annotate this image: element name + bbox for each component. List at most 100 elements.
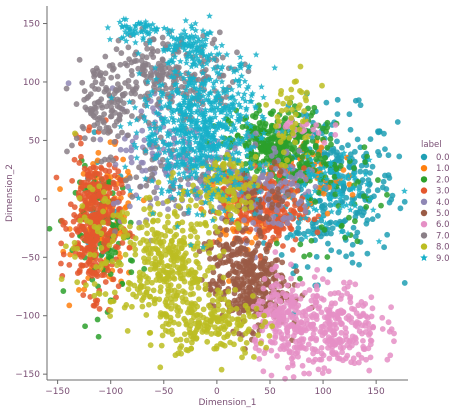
data-point	[365, 320, 372, 327]
data-point	[327, 336, 334, 343]
data-point	[246, 261, 252, 268]
data-point	[78, 153, 84, 160]
data-point	[236, 330, 242, 337]
data-point	[318, 350, 325, 357]
data-point	[291, 78, 298, 85]
data-point	[157, 313, 164, 320]
data-point	[117, 112, 123, 119]
data-point	[130, 291, 137, 298]
data-point	[245, 193, 252, 200]
data-point	[293, 268, 300, 275]
data-point	[252, 153, 259, 160]
data-point	[338, 321, 344, 328]
data-point	[126, 244, 133, 251]
data-point	[151, 189, 158, 196]
data-point	[379, 326, 386, 332]
data-point	[155, 200, 161, 207]
data-point	[194, 234, 201, 241]
data-point	[63, 85, 70, 92]
y-tick-label: 150	[23, 20, 40, 30]
data-point	[301, 370, 308, 377]
data-point	[180, 27, 188, 34]
data-point	[345, 313, 352, 319]
data-point	[298, 159, 305, 166]
data-point	[320, 159, 327, 166]
data-point	[143, 182, 150, 189]
data-point	[137, 274, 144, 281]
data-point	[103, 174, 109, 181]
data-point	[302, 208, 309, 215]
data-point	[279, 343, 286, 350]
data-point	[101, 226, 108, 233]
data-point	[220, 307, 227, 314]
data-point	[111, 138, 118, 145]
data-point	[267, 338, 274, 345]
data-point	[278, 180, 284, 187]
data-point	[105, 178, 112, 185]
data-point	[258, 340, 264, 347]
data-point	[138, 108, 145, 115]
data-point	[268, 372, 275, 379]
data-point	[106, 190, 113, 197]
data-point	[333, 337, 340, 344]
data-point	[357, 102, 364, 109]
data-point	[369, 163, 376, 170]
data-point	[261, 266, 268, 273]
data-point	[128, 154, 135, 161]
data-point	[90, 230, 96, 236]
data-point	[72, 130, 78, 137]
data-point	[137, 183, 143, 190]
data-point	[384, 191, 390, 198]
data-point	[365, 345, 372, 352]
data-point	[351, 158, 358, 165]
data-point	[164, 198, 171, 205]
data-point	[379, 184, 386, 191]
data-point	[352, 218, 358, 225]
data-point	[308, 237, 315, 244]
data-point	[269, 188, 276, 195]
data-point	[115, 168, 122, 175]
data-point	[73, 135, 80, 142]
data-point	[90, 136, 97, 143]
data-point	[346, 181, 353, 188]
data-point	[341, 279, 347, 286]
data-point	[366, 367, 373, 374]
data-point	[216, 253, 223, 259]
data-point	[316, 304, 323, 310]
data-point	[299, 313, 306, 319]
data-point	[131, 241, 137, 248]
data-point	[66, 261, 73, 268]
data-point	[283, 144, 289, 150]
data-point	[132, 246, 139, 253]
data-point	[115, 283, 122, 290]
data-point	[245, 310, 252, 316]
data-point	[125, 83, 132, 90]
data-point	[128, 269, 135, 276]
data-point	[289, 125, 296, 132]
data-point	[98, 230, 105, 237]
data-point	[278, 221, 284, 228]
data-point	[285, 364, 291, 371]
data-point	[253, 305, 260, 312]
data-point	[312, 356, 319, 363]
data-point	[106, 161, 113, 168]
data-point	[139, 53, 146, 60]
data-point	[207, 255, 213, 262]
y-tick-label: 50	[29, 136, 41, 146]
data-point	[368, 294, 375, 301]
data-point	[232, 286, 239, 293]
data-point	[69, 142, 75, 149]
data-point	[374, 212, 381, 219]
data-point	[286, 349, 293, 356]
data-point	[136, 164, 142, 171]
data-point	[199, 27, 207, 34]
data-point	[111, 122, 118, 129]
data-point	[361, 144, 368, 151]
data-point	[328, 247, 335, 254]
data-point	[367, 170, 374, 176]
data-point	[105, 87, 112, 94]
data-point	[100, 219, 106, 226]
data-point	[327, 202, 334, 208]
data-point	[162, 233, 169, 239]
data-point	[125, 44, 132, 51]
